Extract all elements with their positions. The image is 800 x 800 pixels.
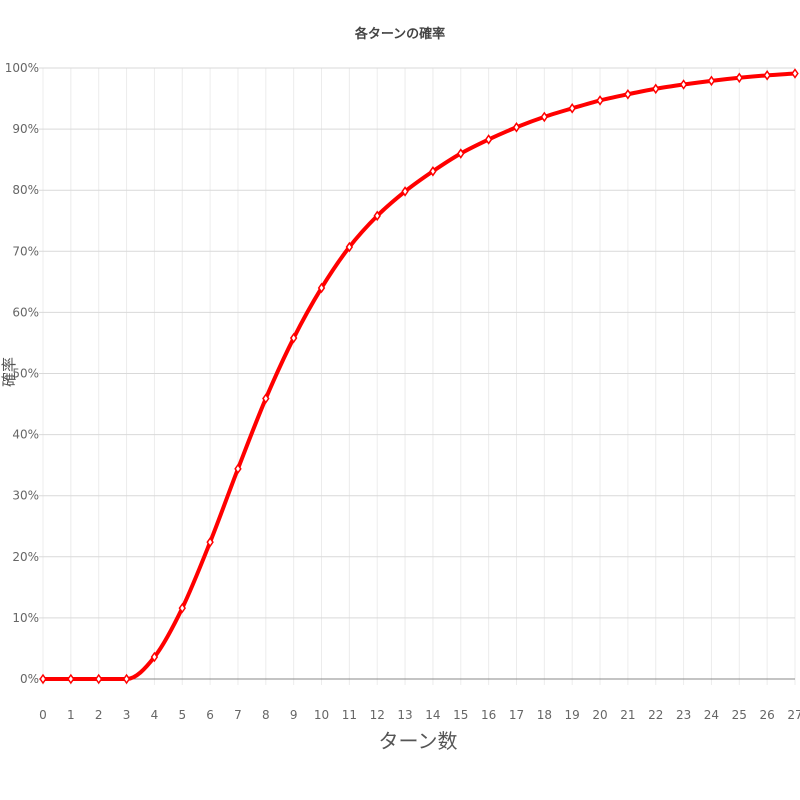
x-tick-label: 18: [537, 708, 552, 722]
x-tick-label: 7: [234, 708, 242, 722]
x-tick-label: 10: [314, 708, 329, 722]
y-axis-ticks: 0% 10% 20% 30% 40% 50% 60% 70% 80% 90% 100%: [5, 61, 39, 686]
data-point: [234, 463, 242, 475]
y-tick-label: 10%: [12, 611, 39, 625]
data-point: [707, 75, 716, 87]
y-tick-label: 100%: [5, 61, 39, 75]
x-tick-label: 21: [620, 708, 635, 722]
data-point: [401, 186, 409, 197]
x-tick-label: 1: [67, 708, 75, 722]
x-tick-label: 23: [676, 708, 691, 722]
data-point: [484, 134, 493, 145]
data-point: [94, 673, 103, 685]
x-tick-label: 16: [481, 708, 496, 722]
data-point: [735, 72, 744, 84]
x-tick-label: 11: [342, 708, 357, 722]
data-point: [791, 68, 799, 79]
y-tick-label: 40%: [12, 428, 39, 442]
data-point: [178, 602, 186, 614]
y-tick-label: 50%: [12, 367, 39, 381]
x-tick-label: 22: [648, 708, 663, 722]
data-point: [373, 210, 381, 222]
data-point: [150, 651, 159, 663]
data-point: [652, 83, 660, 95]
y-tick-label: 60%: [12, 305, 39, 319]
horizontal-gridlines: [39, 67, 795, 619]
x-axis-ticks: 0 1 2 3 4 5 6 7 8 9 10 11 12 13 14 15 16 17 18 19 20 21 22 23 24…: [39, 708, 800, 722]
x-tick-label: 24: [704, 708, 719, 722]
series-group: [39, 68, 799, 685]
data-point: [763, 70, 771, 81]
y-tick-label: 0%: [20, 672, 39, 686]
y-tick-label: 30%: [12, 489, 39, 503]
x-tick-label: 25: [732, 708, 747, 722]
x-tick-label: 26: [760, 708, 775, 722]
data-point: [568, 103, 576, 114]
x-axis-title: ターン数: [379, 729, 458, 753]
data-point: [317, 282, 326, 294]
x-tick-label: 9: [290, 708, 298, 722]
y-tick-label: 20%: [12, 550, 39, 564]
data-point: [122, 673, 131, 685]
data-point: [512, 121, 521, 133]
data-point: [596, 95, 604, 106]
data-point: [262, 393, 270, 404]
x-tick-label: 8: [262, 708, 270, 722]
chart-title: 各ターンの確率: [354, 26, 445, 42]
data-point: [457, 148, 465, 159]
data-point: [289, 332, 298, 344]
x-tick-label: 3: [123, 708, 131, 722]
y-tick-label: 80%: [12, 183, 39, 197]
x-tick-label: 17: [509, 708, 524, 722]
x-tick-label: 13: [397, 708, 412, 722]
data-point: [624, 88, 632, 100]
y-tick-label: 90%: [12, 122, 39, 136]
y-axis-title: 確率: [0, 357, 18, 387]
data-point: [39, 673, 47, 685]
x-tick-label: 6: [206, 708, 214, 722]
x-tick-label: 12: [370, 708, 385, 722]
y-tick-label: 70%: [12, 244, 39, 258]
x-tick-label: 19: [565, 708, 580, 722]
x-tick-label: 27: [787, 708, 800, 722]
vertical-gridlines: [42, 68, 796, 685]
data-point: [540, 111, 549, 123]
x-tick-label: 20: [592, 708, 607, 722]
data-point: [206, 536, 214, 548]
data-point: [345, 241, 354, 253]
x-tick-label: 15: [453, 708, 468, 722]
series-line: [41, 71, 797, 681]
data-point: [67, 673, 75, 685]
data-point: [679, 79, 688, 90]
x-tick-label: 5: [178, 708, 186, 722]
x-tick-label: 4: [151, 708, 159, 722]
x-tick-label: 14: [425, 708, 440, 722]
data-point: [429, 165, 437, 177]
x-tick-label: 2: [95, 708, 103, 722]
x-tick-label: 0: [39, 708, 47, 722]
